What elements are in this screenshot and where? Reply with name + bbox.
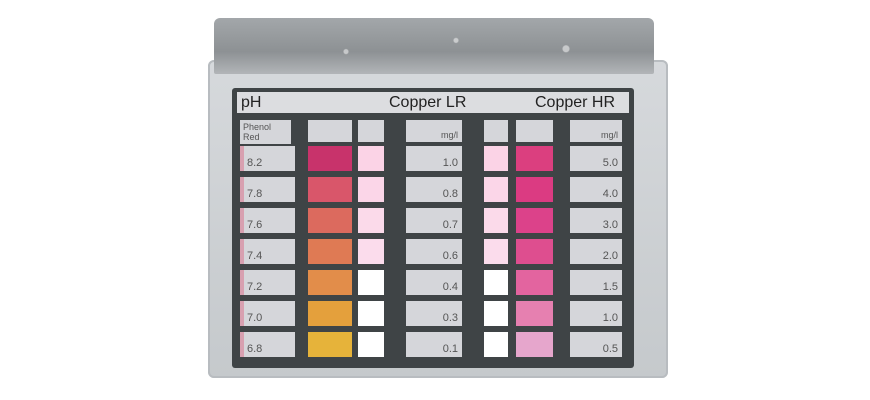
ph-indicator-cell: Phenol Red <box>240 120 291 144</box>
hr-unit-label: mg/l <box>600 130 618 140</box>
hr-value-cell: 0.5 <box>570 332 622 357</box>
lr-value-cell: 0.6 <box>406 239 462 264</box>
test-kit-lid <box>214 18 654 74</box>
ph-blank-cell <box>308 120 352 142</box>
ph-value-cell: 7.4 <box>240 239 295 264</box>
ph-title: pH <box>241 94 262 111</box>
water-droplets <box>214 18 654 74</box>
ph-value-cell: 7.6 <box>240 208 295 233</box>
lr-value-cell: 0.3 <box>406 301 462 326</box>
lr-value: 0.8 <box>442 188 458 200</box>
lr-value-cell: 0.1 <box>406 332 462 357</box>
ph-value-cell: 8.2 <box>240 146 295 171</box>
hr-value: 0.5 <box>602 343 618 355</box>
lr-color-swatch-2 <box>484 208 508 233</box>
lr-color-swatch <box>358 146 384 171</box>
ph-color-swatch <box>308 208 352 233</box>
ph-color-swatch <box>308 146 352 171</box>
lr-value-cell: 0.8 <box>406 177 462 202</box>
hr-color-swatch <box>516 270 553 295</box>
ph-color-swatch <box>308 270 352 295</box>
lr-color-swatch-2 <box>484 239 508 264</box>
ph-value: 8.2 <box>247 157 263 169</box>
lr-value-cell: 0.7 <box>406 208 462 233</box>
hr-value: 1.0 <box>602 312 618 324</box>
ph-value: 7.0 <box>247 312 263 324</box>
lr-value-cell: 1.0 <box>406 146 462 171</box>
hr-value: 3.0 <box>602 219 618 231</box>
lr-color-swatch <box>358 270 384 295</box>
ph-color-swatch <box>308 177 352 202</box>
lr-unit-cell: mg/l <box>406 120 462 142</box>
hr-color-swatch <box>516 146 553 171</box>
lr-value: 0.6 <box>442 250 458 262</box>
hr-unit-cell: mg/l <box>570 120 622 142</box>
lr-color-swatch-2 <box>484 270 508 295</box>
lr-color-swatch-2 <box>484 177 508 202</box>
ph-indicator-label: Phenol Red <box>243 122 272 142</box>
lr-value: 0.1 <box>442 343 458 355</box>
lr-color-swatch <box>358 332 384 357</box>
lr-value: 0.3 <box>442 312 458 324</box>
hr-value-cell: 2.0 <box>570 239 622 264</box>
ph-value: 7.8 <box>247 188 263 200</box>
lr-color-swatch-2 <box>484 301 508 326</box>
hr-value: 5.0 <box>602 157 618 169</box>
hr-value-cell: 3.0 <box>570 208 622 233</box>
hr-color-swatch <box>516 177 553 202</box>
copper-lr-title: Copper LR <box>389 94 467 111</box>
ph-value: 7.4 <box>247 250 263 262</box>
hr-value-cell: 5.0 <box>570 146 622 171</box>
hr-color-swatch <box>516 301 553 326</box>
lr-color-swatch-2 <box>484 332 508 357</box>
hr-value-cell: 1.5 <box>570 270 622 295</box>
ph-value-cell: 7.8 <box>240 177 295 202</box>
chart-header: pH Copper LR Copper HR <box>237 92 629 113</box>
ph-value: 6.8 <box>247 343 263 355</box>
hr-value: 4.0 <box>602 188 618 200</box>
ph-value: 7.2 <box>247 281 263 293</box>
ph-value-cell: 6.8 <box>240 332 295 357</box>
hr-value-cell: 4.0 <box>570 177 622 202</box>
hr-color-swatch <box>516 208 553 233</box>
lr-blank-cell <box>358 120 384 142</box>
lr-value: 0.7 <box>442 219 458 231</box>
ph-value: 7.6 <box>247 219 263 231</box>
hr-blank-cell <box>516 120 553 142</box>
lr-blank-cell <box>484 120 508 142</box>
ph-value-cell: 7.2 <box>240 270 295 295</box>
lr-color-swatch <box>358 208 384 233</box>
ph-color-swatch <box>308 332 352 357</box>
hr-value: 1.5 <box>602 281 618 293</box>
lr-color-swatch <box>358 301 384 326</box>
lr-color-swatch <box>358 177 384 202</box>
hr-value: 2.0 <box>602 250 618 262</box>
copper-hr-title: Copper HR <box>535 94 616 111</box>
lr-color-swatch-2 <box>484 146 508 171</box>
lr-value-cell: 0.4 <box>406 270 462 295</box>
lr-value: 0.4 <box>442 281 458 293</box>
lr-value: 1.0 <box>442 157 458 169</box>
hr-value-cell: 1.0 <box>570 301 622 326</box>
lr-color-swatch <box>358 239 384 264</box>
ph-value-cell: 7.0 <box>240 301 295 326</box>
hr-color-swatch <box>516 332 553 357</box>
ph-color-swatch <box>308 239 352 264</box>
ph-color-swatch <box>308 301 352 326</box>
lr-unit-label: mg/l <box>440 130 458 140</box>
hr-color-swatch <box>516 239 553 264</box>
